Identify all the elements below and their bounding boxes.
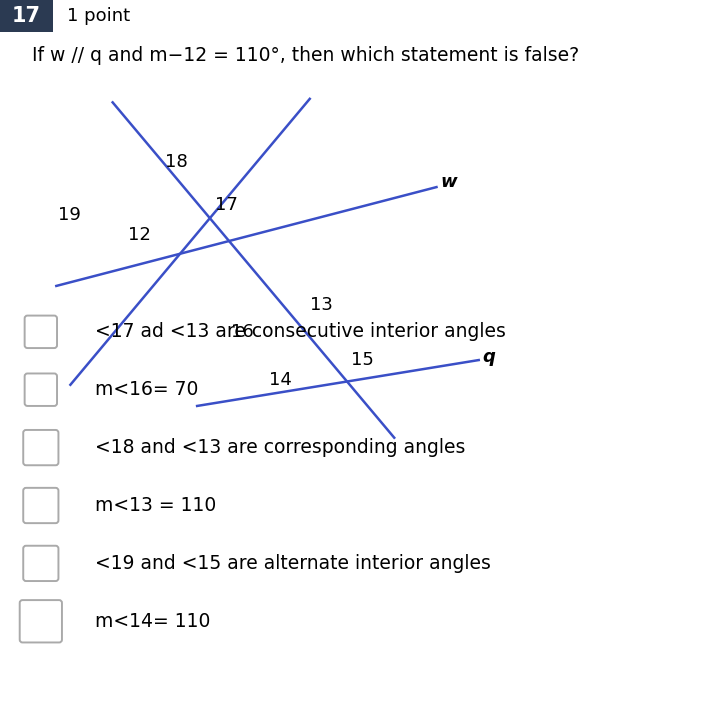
Text: <19 and <15 are alternate interior angles: <19 and <15 are alternate interior angle… — [95, 554, 491, 573]
Text: <17 ad <13 are consecutive interior angles: <17 ad <13 are consecutive interior angl… — [95, 323, 506, 341]
Text: 1 point: 1 point — [67, 7, 130, 25]
FancyBboxPatch shape — [23, 430, 58, 465]
Text: 19: 19 — [58, 206, 81, 225]
Text: 16: 16 — [231, 323, 253, 341]
Text: q: q — [482, 348, 495, 366]
FancyBboxPatch shape — [23, 546, 58, 581]
FancyBboxPatch shape — [20, 600, 62, 642]
Text: m<13 = 110: m<13 = 110 — [95, 496, 216, 515]
FancyBboxPatch shape — [25, 316, 57, 348]
FancyBboxPatch shape — [25, 373, 57, 406]
FancyBboxPatch shape — [0, 0, 53, 32]
Text: 17: 17 — [11, 6, 41, 26]
Text: 17: 17 — [215, 196, 237, 214]
Text: m<16= 70: m<16= 70 — [95, 381, 199, 399]
Text: 18: 18 — [165, 153, 188, 171]
Text: 15: 15 — [351, 351, 373, 369]
Text: <18 and <13 are corresponding angles: <18 and <13 are corresponding angles — [95, 438, 465, 457]
Text: w: w — [440, 173, 457, 191]
Text: 14: 14 — [270, 371, 292, 388]
Text: 13: 13 — [310, 297, 332, 314]
Text: If w // q and m−12 = 110°, then which statement is false?: If w // q and m−12 = 110°, then which st… — [32, 46, 579, 65]
FancyBboxPatch shape — [23, 488, 58, 523]
Text: m<14= 110: m<14= 110 — [95, 612, 210, 630]
Text: 12: 12 — [129, 226, 151, 244]
